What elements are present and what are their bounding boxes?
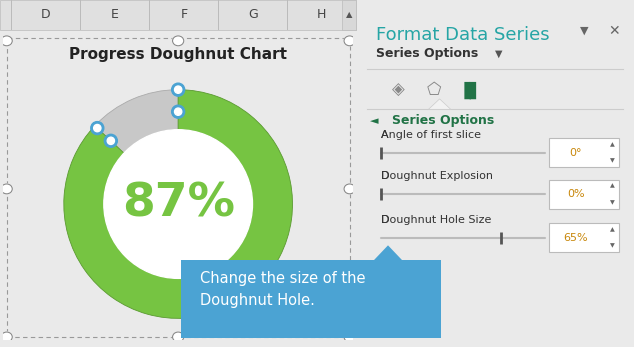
Text: H: H: [317, 8, 327, 22]
Circle shape: [344, 36, 355, 46]
Circle shape: [172, 332, 184, 342]
Text: ▼: ▼: [610, 244, 615, 248]
Circle shape: [172, 105, 184, 118]
Circle shape: [174, 86, 182, 93]
Circle shape: [1, 332, 12, 342]
Text: ⬠: ⬠: [427, 81, 441, 99]
Text: ▲: ▲: [610, 142, 615, 147]
Wedge shape: [64, 90, 292, 319]
Circle shape: [344, 184, 355, 194]
Text: 0°: 0°: [569, 148, 582, 158]
Text: Progress Doughnut Chart: Progress Doughnut Chart: [69, 47, 287, 62]
Text: Series Options: Series Options: [392, 114, 495, 127]
Text: G: G: [248, 8, 257, 22]
Text: ▼: ▼: [579, 26, 588, 36]
FancyBboxPatch shape: [549, 138, 619, 167]
Text: Series Options: Series Options: [376, 47, 478, 60]
Text: ✕: ✕: [609, 24, 621, 38]
FancyBboxPatch shape: [549, 223, 619, 252]
Text: E: E: [111, 8, 119, 22]
Circle shape: [104, 130, 252, 278]
Text: ▲: ▲: [346, 10, 353, 19]
Text: 87%: 87%: [122, 181, 235, 227]
Text: ▼: ▼: [610, 159, 615, 163]
Circle shape: [172, 36, 184, 46]
Text: Change the size of the
Doughnut Hole.: Change the size of the Doughnut Hole.: [200, 271, 365, 308]
Circle shape: [105, 134, 117, 147]
Text: Format Data Series: Format Data Series: [376, 26, 550, 44]
Text: ▲: ▲: [610, 227, 615, 232]
Text: ◈: ◈: [392, 81, 404, 99]
Wedge shape: [95, 90, 178, 153]
Circle shape: [1, 36, 12, 46]
Text: D: D: [381, 215, 390, 225]
Text: ▲: ▲: [610, 184, 615, 188]
Text: A: A: [381, 130, 389, 139]
Text: Doughnut Hole Size: Doughnut Hole Size: [381, 215, 492, 225]
Circle shape: [107, 137, 115, 144]
Circle shape: [344, 332, 355, 342]
Circle shape: [172, 83, 184, 96]
Text: ◄: ◄: [370, 116, 378, 126]
Text: 0%: 0%: [567, 189, 585, 199]
Polygon shape: [429, 99, 451, 109]
FancyBboxPatch shape: [549, 180, 619, 209]
Text: ▐▌: ▐▌: [457, 81, 483, 99]
Text: ▼: ▼: [610, 200, 615, 205]
Text: D: D: [381, 171, 390, 181]
Circle shape: [174, 108, 182, 115]
Text: ▼: ▼: [495, 49, 503, 59]
Text: D: D: [41, 8, 51, 22]
Text: Doughnut Explosion: Doughnut Explosion: [381, 171, 493, 181]
Circle shape: [91, 121, 104, 135]
Circle shape: [1, 184, 12, 194]
Text: F: F: [180, 8, 188, 22]
Text: Angle of first slice: Angle of first slice: [381, 130, 481, 139]
Circle shape: [94, 125, 101, 132]
Text: 65%: 65%: [564, 233, 588, 243]
